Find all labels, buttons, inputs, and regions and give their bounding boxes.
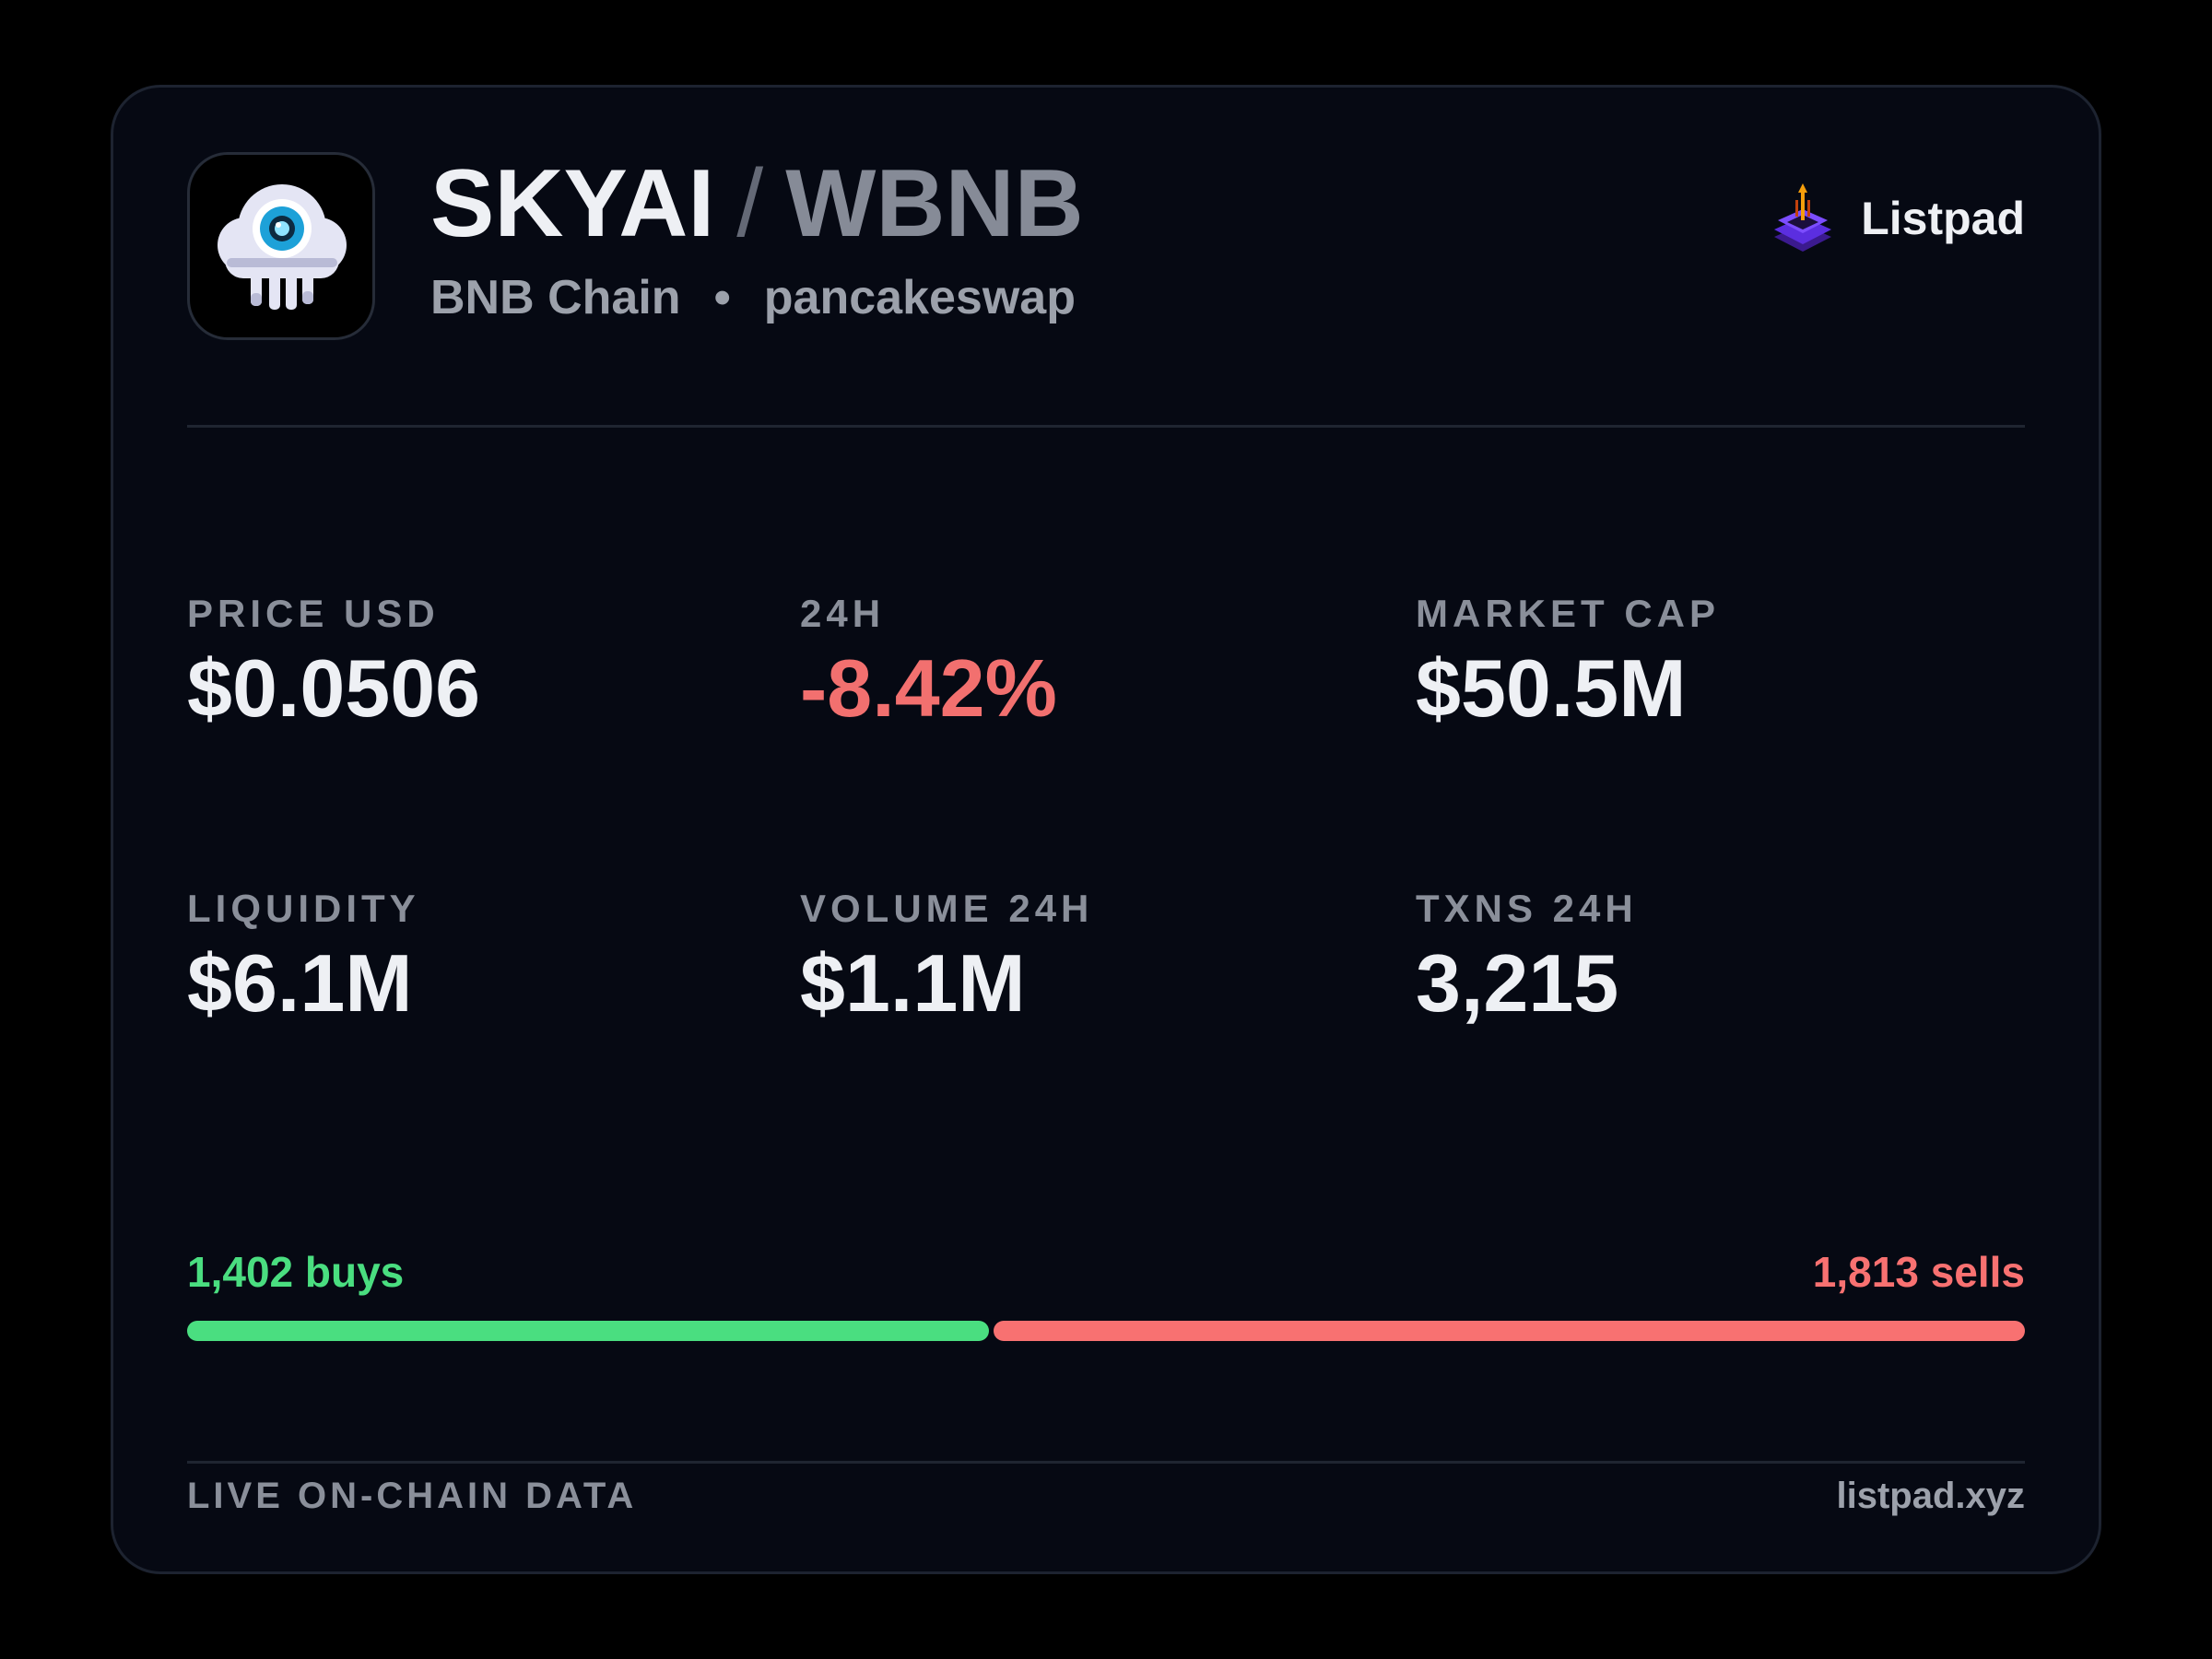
stat-label: 24H	[800, 592, 886, 635]
stat-value: -8.42%	[800, 642, 1057, 734]
dex-name: pancakeswap	[763, 271, 1076, 324]
stat-price-usd: PRICE USD $0.0506	[187, 591, 703, 735]
stat-value: $6.1M	[187, 937, 413, 1029]
stat-label: MARKET CAP	[1416, 592, 1720, 635]
stat-value: $50.5M	[1416, 642, 1687, 734]
header-divider	[187, 425, 2025, 428]
pair-subtitle: BNB Chain • pancakeswap	[430, 268, 1076, 327]
buys-count: 1,402 buys	[187, 1248, 405, 1296]
footer-tagline: LIVE ON-CHAIN DATA	[187, 1476, 638, 1516]
stat-label: LIQUIDITY	[187, 887, 420, 930]
stat-value: $1.1M	[800, 937, 1026, 1029]
brand-name: Listpad	[1861, 193, 2025, 244]
stat-label: TXNS 24H	[1416, 887, 1638, 930]
token-avatar	[187, 152, 375, 340]
stat-volume-24h: VOLUME 24H $1.1M	[800, 886, 1316, 1030]
buy-sell-ratio-bar	[187, 1321, 2025, 1341]
stat-label: PRICE USD	[187, 592, 440, 635]
footer-site-link[interactable]: listpad.xyz	[1836, 1476, 2025, 1516]
token-pair-card: SKYAI / WBNB BNB Chain • pancakeswap Listpad…	[111, 85, 2101, 1574]
footer-divider	[187, 1461, 2025, 1464]
stat-value: 3,215	[1416, 937, 1619, 1029]
stat-market-cap: MARKET CAP $50.5M	[1416, 591, 1932, 735]
chain-name: BNB Chain	[430, 271, 681, 324]
stat-label: VOLUME 24H	[800, 887, 1094, 930]
sells-count: 1,813 sells	[1812, 1248, 2025, 1296]
sell-bar-segment	[993, 1321, 2025, 1341]
quote-symbol: WBNB	[785, 150, 1084, 257]
pair-separator: /	[736, 150, 764, 257]
cyclops-cloud-icon	[218, 184, 347, 310]
buy-bar-segment	[187, 1321, 989, 1341]
brand: Listpad	[1771, 180, 2025, 257]
bullet-separator: •	[713, 271, 731, 324]
pair-title: SKYAI / WBNB	[430, 148, 1084, 259]
stat-24h-change: 24H -8.42%	[800, 591, 1316, 735]
listpad-rocket-icon	[1774, 183, 1832, 252]
stat-liquidity: LIQUIDITY $6.1M	[187, 886, 703, 1030]
base-symbol: SKYAI	[430, 150, 715, 257]
stat-txns-24h: TXNS 24H 3,215	[1416, 886, 1932, 1030]
stat-value: $0.0506	[187, 642, 481, 734]
